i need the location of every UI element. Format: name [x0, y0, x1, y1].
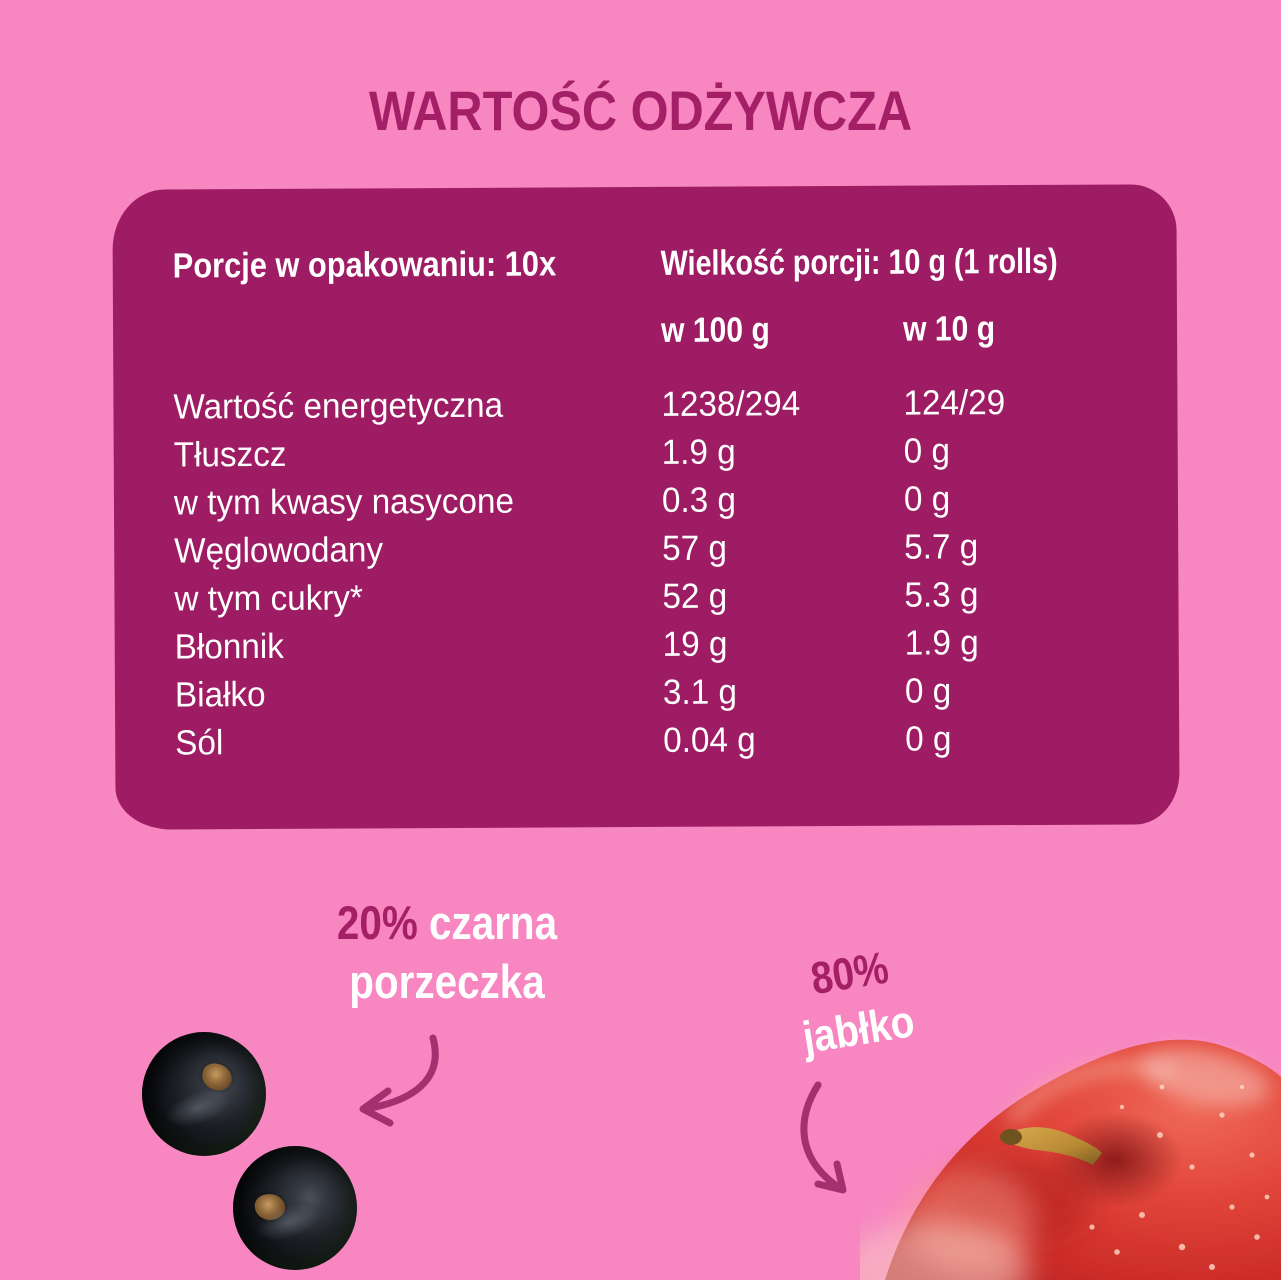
- row-value-per10: 1.9 g: [905, 619, 983, 667]
- blackcurrant-annotation: 20% czarna porzeczka: [257, 893, 637, 1011]
- row-label: Sól: [175, 719, 226, 767]
- row-value-per100-text: 3.1 g: [662, 672, 738, 712]
- row-value-per100: 1.9 g: [662, 429, 740, 477]
- row-value-per10-text: 5.3 g: [904, 575, 979, 615]
- row-value-per100: 0.04 g: [663, 716, 761, 765]
- blackcurrant-berry: [142, 1032, 266, 1156]
- row-value-per100: 0.3 g: [662, 477, 740, 525]
- serving-size-text: Wielkość porcji: 10 g (1 rolls): [660, 241, 1058, 283]
- row-value-per100: 3.1 g: [663, 669, 741, 717]
- table-row: Tłuszcz 1.9 g 0 g: [174, 426, 1134, 479]
- row-value-per100-text: 52 g: [662, 576, 728, 616]
- column-header-per-100g-text: w 100 g: [660, 310, 770, 350]
- row-label: Białko: [175, 671, 271, 719]
- row-label: w tym cukry*: [174, 574, 373, 623]
- row-label-text: Białko: [174, 674, 266, 715]
- row-label: w tym kwasy nasycone: [174, 478, 532, 528]
- blackcurrant-berry: [233, 1146, 357, 1270]
- servings-label: Porcje w opakowaniu: 10x: [173, 244, 609, 286]
- table-row: w tym kwasy nasycone 0.3 g 0 g: [174, 474, 1134, 527]
- servings-text: Porcje w opakowaniu: 10x: [172, 244, 557, 286]
- column-header-per-10g: w 10 g: [903, 309, 1010, 350]
- row-value-per10-text: 0 g: [903, 479, 951, 519]
- column-header-per-10g-text: w 10 g: [902, 309, 996, 349]
- row-label-text: w tym kwasy nasycone: [173, 481, 515, 523]
- row-label: Błonnik: [175, 623, 290, 672]
- curved-arrow-to-apple-icon: [800, 1081, 847, 1194]
- row-value-per10: 0 g: [904, 475, 953, 523]
- row-value-per10-text: 0 g: [904, 671, 952, 711]
- row-label: Wartość energetyczna: [173, 382, 520, 432]
- berry-calyx: [253, 1192, 287, 1222]
- row-label-text: Węglowodany: [174, 530, 384, 571]
- table-row: Białko 3.1 g 0 g: [175, 666, 1135, 719]
- row-label: Tłuszcz: [174, 431, 293, 480]
- row-value-per10: 124/29: [903, 379, 1010, 428]
- row-label-text: w tym cukry*: [174, 578, 364, 619]
- row-value-per100-text: 57 g: [662, 528, 728, 568]
- page-title: WARTOŚĆ ODŻYWCZA: [368, 79, 913, 142]
- row-value-per100-text: 19 g: [662, 624, 728, 664]
- row-value-per10: 0 g: [905, 715, 954, 763]
- table-row: Błonnik 19 g 1.9 g: [175, 618, 1135, 671]
- blackcurrant-word1: czarna: [429, 896, 558, 949]
- row-value-per100: 52 g: [662, 573, 730, 621]
- row-value-per10-text: 1.9 g: [904, 623, 979, 663]
- row-value-per10-text: 0 g: [905, 719, 952, 759]
- row-value-per100-text: 0.3 g: [661, 480, 737, 520]
- row-value-per100: 57 g: [662, 525, 730, 573]
- apple-image: [860, 1039, 1281, 1280]
- row-label-text: Błonnik: [174, 626, 284, 667]
- row-value-per100-text: 1.9 g: [661, 432, 736, 472]
- nutrition-panel: Porcje w opakowaniu: 10x Wielkość porcji…: [112, 184, 1180, 830]
- blackcurrant-word2: porzeczka: [349, 955, 545, 1008]
- table-row: Sól 0.04 g 0 g: [175, 714, 1135, 767]
- berry-calyx: [199, 1061, 235, 1093]
- table-row: Węglowodany 57 g 5.7 g: [174, 522, 1134, 575]
- curved-arrow-to-blackcurrant-icon: [359, 1034, 439, 1127]
- row-label-text: Tłuszcz: [173, 434, 287, 475]
- row-value-per10: 0 g: [904, 427, 953, 475]
- table-row: w tym cukry* 52 g 5.3 g: [174, 570, 1134, 623]
- row-label: Węglowodany: [174, 526, 394, 575]
- row-value-per10-text: 124/29: [903, 383, 1006, 423]
- blackcurrant-percent: 20%: [336, 896, 418, 949]
- table-row: Wartość energetyczna 1238/294 124/29: [173, 378, 1133, 431]
- column-header-per-100g: w 100 g: [661, 310, 788, 351]
- row-value-per100-text: 0.04 g: [663, 720, 756, 760]
- row-value-per100-text: 1238/294: [661, 384, 801, 424]
- row-label-text: Sól: [175, 723, 224, 763]
- row-value-per10-text: 0 g: [903, 431, 951, 471]
- row-value-per100: 1238/294: [661, 380, 807, 429]
- serving-size-label: Wielkość porcji: 10 g (1 rolls): [661, 241, 1145, 284]
- row-value-per10-text: 5.7 g: [904, 527, 979, 567]
- row-value-per10: 5.7 g: [904, 523, 982, 571]
- row-value-per10: 5.3 g: [904, 571, 982, 619]
- row-value-per10: 0 g: [905, 667, 954, 715]
- row-value-per100: 19 g: [663, 621, 731, 669]
- row-label-text: Wartość energetyczna: [173, 385, 504, 427]
- nutrition-table: Wartość energetyczna 1238/294 124/29 Tłu…: [173, 378, 1135, 767]
